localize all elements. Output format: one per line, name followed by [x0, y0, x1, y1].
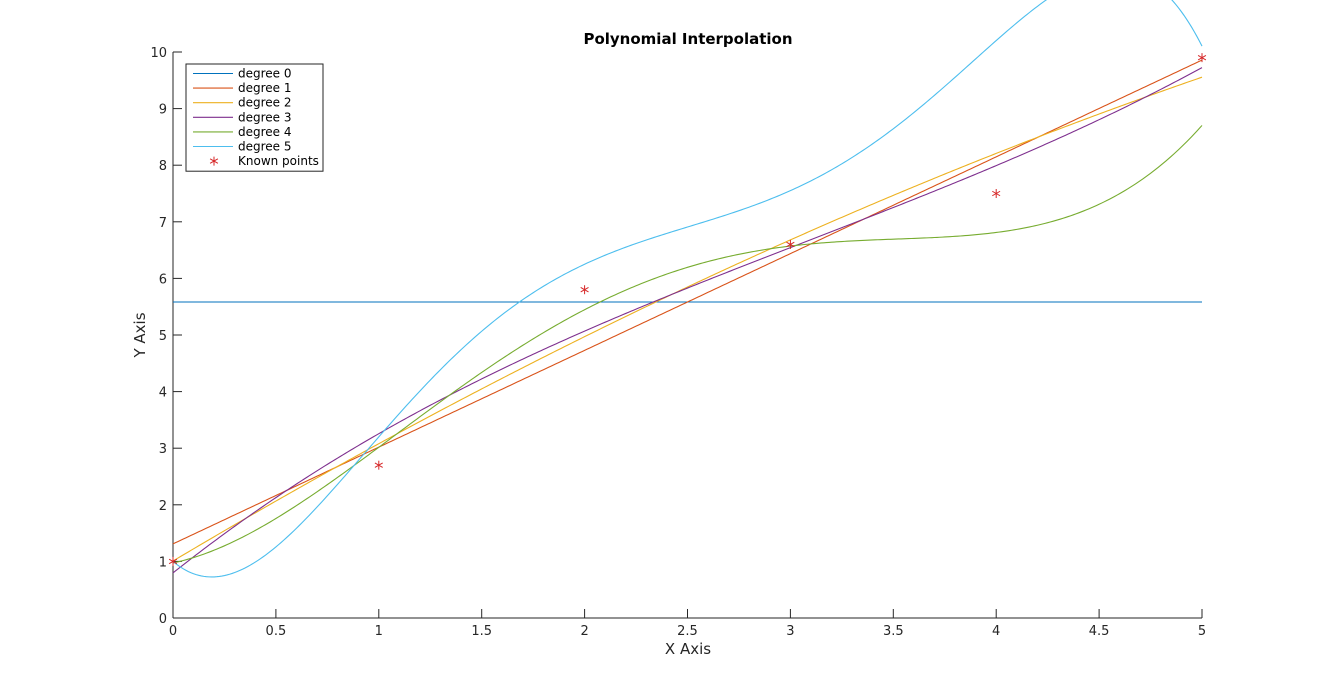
y-tick-label: 10 [150, 46, 167, 61]
y-axis-title: Y Axis [131, 312, 149, 358]
asterisk-stroke [374, 462, 383, 468]
known-point-marker [168, 556, 178, 566]
series-line-degree-3 [172, 67, 1203, 574]
known-point-marker [992, 189, 1001, 198]
y-tick-label: 8 [159, 159, 167, 174]
y-tick-label: 2 [159, 499, 167, 514]
asterisk-stroke [1197, 54, 1207, 61]
asterisk-stroke [992, 190, 1001, 197]
legend-label: Known points [238, 154, 319, 168]
y-tick-label: 1 [159, 555, 167, 570]
x-tick-label: 1.5 [471, 624, 492, 639]
chart-title: Polynomial Interpolation [583, 30, 792, 48]
known-point-marker [580, 285, 589, 295]
series-line-degree-2 [172, 76, 1203, 562]
x-axis-title: X Axis [665, 640, 711, 658]
legend-label: degree 1 [238, 81, 292, 95]
x-tick-label: 2.5 [677, 624, 698, 639]
asterisk-stroke [786, 241, 795, 248]
series-line-degree-5 [172, 0, 1203, 578]
legend-label: degree 2 [238, 96, 292, 110]
y-tick-label: 9 [159, 103, 167, 118]
y-tick-label: 3 [159, 442, 167, 457]
x-tick-label: 3.5 [883, 624, 904, 639]
y-tick-label: 7 [159, 216, 167, 231]
known-point-marker [786, 239, 795, 249]
y-tick-label: 6 [159, 272, 167, 287]
y-tick-label: 0 [159, 612, 167, 627]
y-tick-label: 5 [159, 329, 167, 344]
known-point-marker [374, 460, 383, 470]
x-tick-label: 3 [786, 624, 794, 639]
x-tick-label: 1 [375, 624, 383, 639]
asterisk-stroke [209, 158, 219, 164]
legend-label: degree 5 [238, 140, 292, 154]
known-points [168, 53, 1207, 566]
x-tick-label: 4.5 [1089, 624, 1110, 639]
x-tick-label: 2 [580, 624, 588, 639]
x-tick-label: 4 [992, 624, 1000, 639]
series-line-degree-4 [172, 125, 1203, 564]
x-tick-label: 0 [169, 624, 177, 639]
y-tick-label: 4 [159, 386, 167, 401]
axes: 0 0.5 1 1.5 2 2.5 3 3.5 4 4.5 5 0 1 2 3 4 5 6 7 8 9 10 [150, 46, 1206, 639]
x-tick-label: 5 [1198, 624, 1206, 639]
known-point-marker [1197, 53, 1207, 63]
x-tick-label: 0.5 [266, 624, 287, 639]
legend-label: degree 3 [238, 110, 292, 124]
legend-swatch-known-points [209, 156, 219, 166]
series-line-degree-1 [172, 59, 1203, 545]
asterisk-stroke [580, 287, 589, 293]
legend-label: degree 0 [238, 67, 292, 81]
asterisk-stroke [168, 558, 178, 565]
legend-label: degree 4 [238, 125, 292, 139]
series-lines [172, 0, 1203, 578]
